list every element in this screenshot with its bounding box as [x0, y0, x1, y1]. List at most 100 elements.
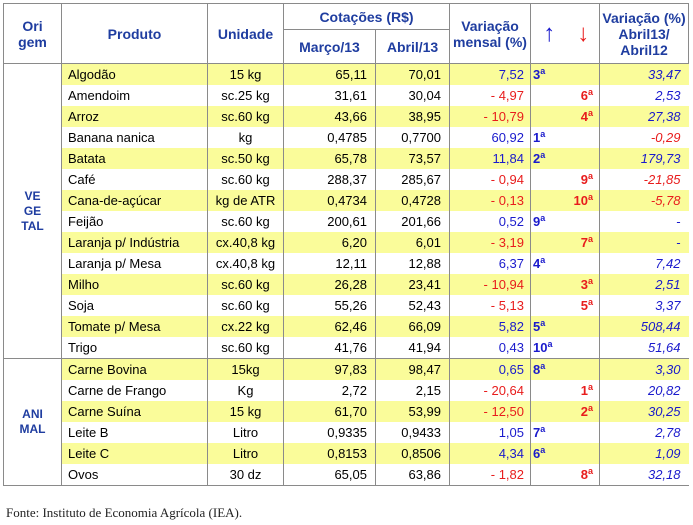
- product-name: Algodão: [61, 63, 208, 85]
- price-april: 6,01: [374, 232, 450, 253]
- origin-label: GE: [23, 203, 42, 218]
- rank-down-cell: [567, 253, 600, 274]
- monthly-variation: 0,43: [449, 337, 531, 359]
- annual-variation: 179,73: [599, 148, 689, 169]
- ordinal-suffix: a: [588, 192, 594, 202]
- price-april: 70,01: [374, 63, 450, 85]
- annual-variation: 508,44: [599, 316, 689, 337]
- rank-up-value: 3: [533, 67, 541, 82]
- price-table-container: Ori gem Produto Unidade Cotações (R$) Va…: [3, 3, 690, 520]
- header-variacao-anual: Variação (%) Abril13/ Abril12: [599, 3, 690, 64]
- price-april: 285,67: [374, 169, 450, 190]
- rank-up-cell: 6a: [530, 443, 568, 464]
- annual-variation: 32,18: [599, 464, 689, 486]
- monthly-variation: - 5,13: [449, 295, 531, 316]
- rank-up-value: 7: [533, 425, 541, 440]
- unit-cell: sc.60 kg: [207, 211, 284, 232]
- price-march: 97,83: [283, 358, 376, 380]
- rank-up-cell: 5a: [530, 316, 568, 337]
- header-variacao-anual-line1: Variação (%): [602, 9, 686, 26]
- rank-up-cell: [530, 295, 568, 316]
- product-name: Arroz: [61, 106, 208, 127]
- product-name: Leite C: [61, 443, 208, 464]
- price-table-body: VE GE TAL Algodão 15 kg 65,11 70,01 7,52 3a 33,47…: [3, 63, 689, 486]
- rank-down-cell: 10a: [567, 190, 600, 211]
- product-name: Batata: [61, 148, 208, 169]
- product-name: Cana-de-açúcar: [61, 190, 208, 211]
- unit-cell: kg de ATR: [207, 190, 284, 211]
- header-variacao-mensal-line2: mensal (%): [453, 33, 527, 50]
- header-variacao-mensal-line1: Variação: [461, 17, 519, 34]
- rank-down-cell: [567, 422, 600, 443]
- price-march: 65,05: [283, 464, 376, 486]
- origin-label: VE: [24, 188, 41, 203]
- ordinal-suffix: a: [588, 234, 594, 244]
- price-april: 30,04: [374, 85, 450, 106]
- price-march: 65,11: [283, 63, 376, 85]
- unit-cell: 15 kg: [207, 63, 284, 85]
- product-name: Trigo: [61, 337, 208, 359]
- ordinal-suffix: a: [540, 318, 546, 328]
- price-march: 61,70: [283, 401, 376, 422]
- annual-variation: 2,78: [599, 422, 689, 443]
- table-row: Tomate p/ Mesa cx.22 kg 62,46 66,09 5,82 5a 50…: [4, 316, 689, 337]
- annual-variation: 2,51: [599, 274, 689, 295]
- price-march: 2,72: [283, 380, 376, 401]
- rank-down-cell: 3a: [567, 274, 600, 295]
- annual-variation: -: [599, 232, 689, 253]
- monthly-variation: 1,05: [449, 422, 531, 443]
- unit-cell: Litro: [207, 443, 284, 464]
- table-row: Laranja p/ Indústria cx.40,8 kg 6,20 6,01- …: [4, 232, 689, 253]
- product-name: Ovos: [61, 464, 208, 486]
- price-march: 43,66: [283, 106, 376, 127]
- rank-up-cell: [530, 274, 568, 295]
- annual-variation: 33,47: [599, 63, 689, 85]
- header-origem-line2: gem: [18, 33, 47, 50]
- price-march: 0,9335: [283, 422, 376, 443]
- price-march: 65,78: [283, 148, 376, 169]
- rank-up-value: 1: [533, 130, 541, 145]
- price-april: 12,88: [374, 253, 450, 274]
- table-row: ANI MAL Carne Bovina 15kg 97,83 98,47 0,65 8a 3,…: [3, 358, 689, 486]
- rank-down-cell: [567, 148, 600, 169]
- price-april: 52,43: [374, 295, 450, 316]
- product-name: Café: [61, 169, 208, 190]
- unit-cell: kg: [207, 127, 284, 148]
- monthly-variation: - 12,50: [449, 401, 531, 422]
- rank-down-cell: 1a: [567, 380, 600, 401]
- monthly-variation: - 0,13: [449, 190, 531, 211]
- ordinal-suffix: a: [588, 171, 594, 181]
- monthly-variation: - 4,97: [449, 85, 531, 106]
- price-april: 2,15: [374, 380, 450, 401]
- table-row: Trigo sc.60 kg 41,76 41,94 0,43 10a 51,64: [4, 337, 689, 359]
- rank-down-value: 9: [580, 172, 588, 187]
- annual-variation: 1,09: [599, 443, 689, 464]
- price-march: 0,4785: [283, 127, 376, 148]
- table-row: Carne Suína 15 kg 61,70 53,99- 12,50 2a 30,25: [4, 401, 689, 422]
- price-april: 98,47: [374, 358, 450, 380]
- rank-down-value: 4: [580, 109, 588, 124]
- price-april: 0,7700: [374, 127, 450, 148]
- product-name: Milho: [61, 274, 208, 295]
- rank-down-cell: [567, 63, 600, 85]
- ordinal-suffix: a: [588, 108, 594, 118]
- rank-down-value: 5: [580, 298, 588, 313]
- monthly-variation: 4,34: [449, 443, 531, 464]
- product-name: Laranja p/ Mesa: [61, 253, 208, 274]
- ordinal-suffix: a: [540, 424, 546, 434]
- price-april: 38,95: [374, 106, 450, 127]
- header-arrow-down-cell: ↓: [567, 3, 601, 64]
- table-row: Batata sc.50 kg 65,78 73,57 11,84 2a 179,73: [4, 148, 689, 169]
- arrow-up-icon: ↑: [543, 19, 556, 47]
- annual-variation: 30,25: [599, 401, 689, 422]
- annual-variation: 27,38: [599, 106, 689, 127]
- ordinal-suffix: a: [588, 382, 594, 392]
- product-name: Banana nanica: [61, 127, 208, 148]
- header-unidade: Unidade: [207, 3, 284, 64]
- monthly-variation: - 0,94: [449, 169, 531, 190]
- header-arrow-up-cell: ↑: [530, 3, 568, 64]
- price-march: 288,37: [283, 169, 376, 190]
- rank-down-cell: [567, 337, 600, 359]
- table-row: Cana-de-açúcar kg de ATR 0,4734 0,4728- 0,1…: [4, 190, 689, 211]
- rank-down-value: 3: [580, 277, 588, 292]
